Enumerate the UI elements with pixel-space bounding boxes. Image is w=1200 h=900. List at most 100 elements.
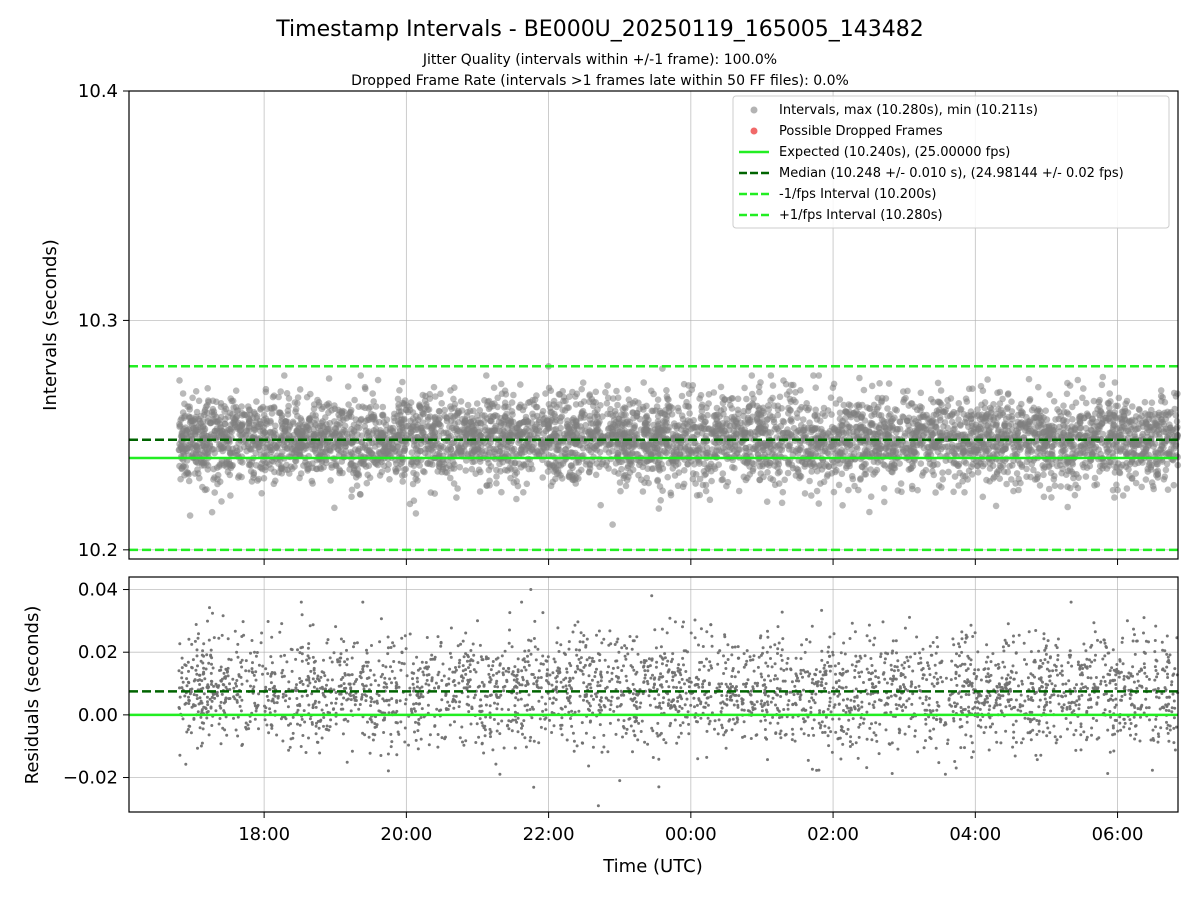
interval-point [836, 409, 844, 417]
interval-point [648, 465, 656, 473]
interval-point [885, 432, 893, 440]
interval-point [631, 441, 638, 449]
interval-point [991, 473, 998, 481]
interval-point [692, 480, 699, 487]
interval-point [573, 418, 580, 425]
interval-point [216, 478, 224, 486]
interval-point [828, 411, 835, 418]
interval-point [881, 498, 888, 506]
interval-point [468, 465, 476, 473]
interval-point [806, 419, 813, 427]
interval-point [832, 400, 840, 407]
interval-point [859, 411, 866, 418]
interval-point [186, 403, 193, 411]
interval-point [602, 389, 609, 396]
interval-point [401, 447, 408, 454]
interval-point [380, 419, 388, 426]
interval-point [654, 476, 661, 484]
interval-point [458, 407, 466, 414]
interval-point [454, 427, 462, 435]
interval-point [1154, 467, 1162, 475]
interval-point [1082, 399, 1090, 407]
interval-point [938, 484, 945, 491]
interval-point [496, 443, 504, 450]
interval-point [487, 445, 494, 452]
interval-point [1006, 462, 1013, 470]
interval-point [1110, 411, 1117, 419]
interval-point [474, 443, 482, 451]
interval-point [430, 383, 438, 391]
interval-point [1045, 458, 1052, 466]
interval-point [446, 423, 453, 431]
interval-point [618, 465, 625, 473]
interval-point [296, 386, 304, 393]
interval-point [748, 372, 756, 379]
interval-point [835, 481, 843, 489]
interval-point [735, 487, 743, 495]
interval-point [955, 416, 962, 423]
interval-point [1005, 422, 1013, 430]
interval-point [283, 461, 290, 469]
interval-point [572, 401, 580, 408]
interval-point [1010, 487, 1017, 495]
interval-point [951, 473, 959, 480]
interval-point [1148, 461, 1156, 469]
interval-point [885, 380, 893, 387]
interval-point [776, 441, 784, 449]
interval-point [961, 418, 969, 426]
interval-point [355, 470, 362, 478]
interval-point [974, 412, 981, 420]
interval-point [325, 375, 333, 382]
interval-point [204, 450, 212, 457]
interval-point [974, 406, 981, 413]
interval-point [262, 385, 270, 393]
interval-point [515, 404, 523, 411]
interval-point [800, 416, 807, 423]
interval-point [1030, 414, 1038, 422]
interval-point [759, 442, 767, 450]
interval-point [685, 451, 693, 458]
interval-point [399, 478, 407, 485]
interval-point [513, 469, 521, 476]
interval-point [786, 388, 793, 395]
interval-point [501, 399, 509, 407]
interval-point [1035, 444, 1043, 452]
interval-point [315, 399, 323, 406]
interval-point [244, 440, 251, 448]
interval-point [493, 480, 500, 487]
interval-point [586, 468, 593, 476]
interval-point [884, 405, 891, 412]
interval-point [862, 466, 869, 474]
interval-point [1050, 398, 1058, 405]
interval-point [372, 403, 380, 410]
interval-point [702, 470, 710, 478]
interval-point [291, 399, 299, 406]
interval-point [997, 440, 1005, 447]
interval-point [1040, 471, 1047, 479]
interval-point [999, 462, 1007, 469]
interval-point [239, 420, 246, 428]
interval-point [961, 489, 968, 496]
interval-point [674, 482, 682, 490]
interval-point [182, 424, 189, 432]
interval-point [1060, 447, 1067, 455]
interval-point [513, 495, 520, 503]
interval-point [830, 380, 838, 388]
interval-point [1115, 394, 1123, 402]
interval-point [1107, 459, 1114, 466]
interval-point [1015, 486, 1022, 494]
interval-point [641, 420, 649, 427]
interval-point [426, 390, 434, 398]
interval-point [603, 400, 611, 407]
interval-point [1026, 395, 1034, 403]
interval-point [346, 409, 354, 417]
interval-point [536, 416, 543, 424]
interval-point [263, 431, 271, 439]
interval-point [1080, 385, 1087, 392]
interval-point [477, 420, 485, 427]
interval-point [443, 417, 451, 425]
interval-point [358, 415, 365, 423]
interval-point [929, 468, 936, 475]
interval-point [915, 419, 922, 426]
interval-point [1069, 416, 1076, 423]
